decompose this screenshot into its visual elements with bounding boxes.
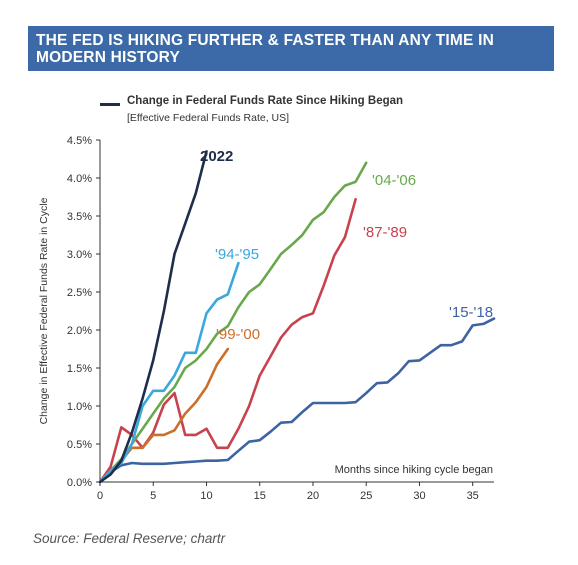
x-tick-label: 5	[150, 490, 156, 502]
y-tick-label: 2.5%	[67, 287, 92, 299]
series-line-2022	[98, 150, 208, 484]
series-line-04-06	[98, 161, 368, 484]
y-axis-label: Change in Effective Federal Funds Rate i…	[38, 197, 50, 424]
y-tick-label: 3.5%	[67, 211, 92, 223]
legend-label: Change in Federal Funds Rate Since Hikin…	[127, 95, 404, 107]
source-note: Source: Federal Reserve; chartr	[33, 531, 226, 546]
y-tick-label: 0.5%	[67, 439, 92, 451]
x-axis-label: Months since hiking cycle began	[335, 464, 493, 476]
x-tick-label: 15	[254, 490, 266, 502]
x-tick-label: 30	[413, 490, 425, 502]
legend-sublabel: [Effective Federal Funds Rate, US]	[127, 112, 290, 124]
series-label: '87-'89	[363, 224, 407, 241]
x-tick-label: 0	[97, 490, 103, 502]
legend-swatch	[100, 103, 120, 106]
series-label: '99-'00	[216, 326, 260, 343]
series-line-15-18	[98, 317, 496, 484]
y-tick-label: 4.0%	[67, 173, 92, 185]
series-label: '15-'18	[449, 304, 493, 321]
series-label: '04-'06	[372, 172, 416, 189]
y-tick-label: 2.0%	[67, 325, 92, 337]
y-tick-label: 0.0%	[67, 477, 92, 489]
x-tick-label: 25	[360, 490, 372, 502]
title-banner: THE FED IS HIKING FURTHER & FASTER THAN …	[28, 26, 554, 71]
y-tick-label: 4.5%	[67, 135, 92, 147]
y-tick-label: 1.0%	[67, 401, 92, 413]
chart-title: THE FED IS HIKING FURTHER & FASTER THAN …	[36, 32, 494, 66]
x-tick-label: 20	[307, 490, 319, 502]
y-tick-label: 3.0%	[67, 249, 92, 261]
series-line-94-95	[98, 261, 240, 484]
series-label: 2022	[200, 148, 233, 165]
x-tick-label: 35	[467, 490, 479, 502]
y-tick-label: 1.5%	[67, 363, 92, 375]
series-label: '94-'95	[215, 246, 259, 263]
x-tick-label: 10	[200, 490, 212, 502]
